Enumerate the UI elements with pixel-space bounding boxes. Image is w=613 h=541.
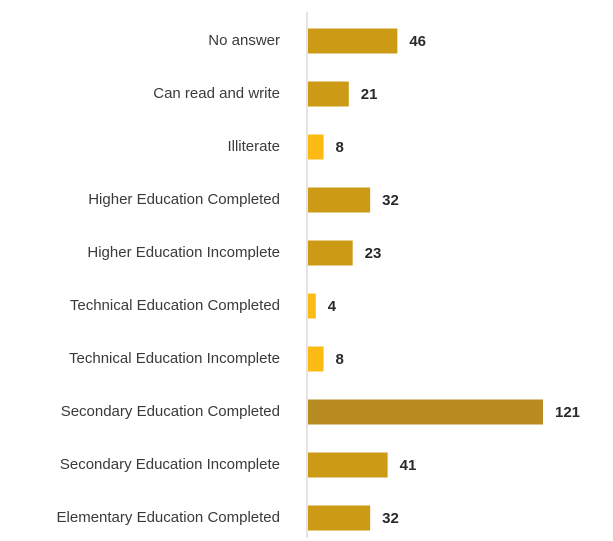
category-label: Elementary Education Completed: [57, 509, 280, 526]
value-label: 32: [382, 510, 399, 527]
bar: [308, 452, 388, 478]
category-label: Technical Education Incomplete: [69, 350, 280, 367]
bar-group: Technical Education Completed 4: [70, 293, 337, 319]
value-label: 23: [365, 245, 382, 262]
value-label: 32: [382, 192, 399, 209]
bar: [308, 134, 324, 160]
bar-group: Elementary Education Completed 32: [57, 505, 399, 531]
bar: [308, 28, 398, 54]
value-label: 4: [328, 298, 337, 315]
bar: [308, 293, 316, 319]
bar: [308, 81, 349, 107]
bar: [308, 399, 543, 425]
category-label: No answer: [208, 32, 280, 49]
bar: [308, 346, 324, 372]
bar: [308, 505, 371, 531]
bar-group: Higher Education Incomplete 23: [87, 240, 382, 266]
bar: [308, 187, 371, 213]
value-label: 8: [336, 351, 344, 368]
category-label: Technical Education Completed: [70, 297, 280, 314]
bar-group: Higher Education Completed 32: [88, 187, 399, 213]
category-label: Can read and write: [153, 85, 280, 102]
category-label: Secondary Education Incomplete: [60, 456, 280, 473]
bar: [308, 240, 353, 266]
category-label: Illiterate: [227, 138, 280, 155]
value-label: 21: [361, 86, 378, 103]
category-label: Higher Education Incomplete: [87, 244, 280, 261]
bar-group: Secondary Education Incomplete 41: [60, 452, 417, 478]
category-label: Secondary Education Completed: [61, 403, 280, 420]
bar-group: Technical Education Incomplete 8: [69, 346, 344, 372]
bars-layer: No answer 46 Can read and write 21 Illiterat…: [57, 28, 580, 531]
value-label: 41: [400, 457, 417, 474]
bar-group: Secondary Education Completed 121: [61, 399, 580, 425]
bar-group: Illiterate 8: [227, 134, 344, 160]
value-label: 46: [409, 33, 426, 50]
bar-group: Can read and write 21: [153, 81, 378, 107]
value-label: 121: [555, 404, 580, 421]
category-label: Higher Education Completed: [88, 191, 280, 208]
value-label: 8: [336, 139, 344, 156]
bar-group: No answer 46: [208, 28, 426, 54]
